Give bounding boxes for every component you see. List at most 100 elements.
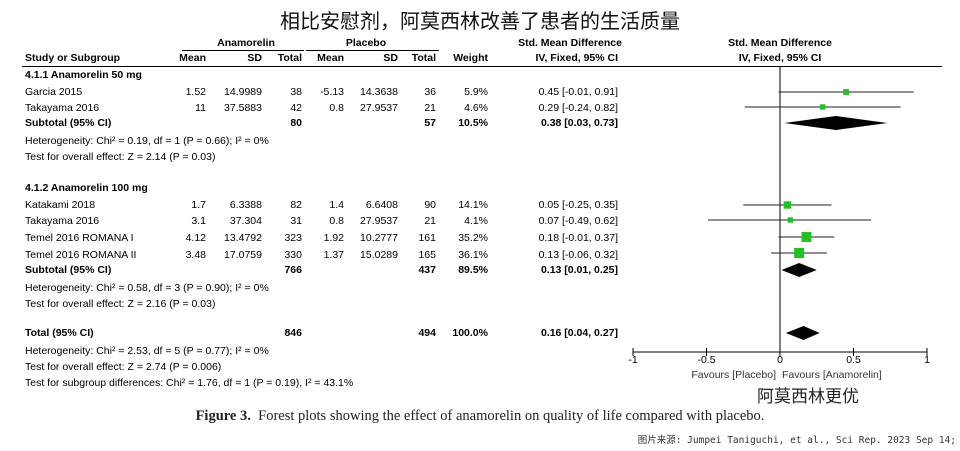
cell-p-total: 161 xyxy=(418,232,436,244)
cell-p-total: 494 xyxy=(418,327,436,339)
cell-p-total: 21 xyxy=(424,215,436,227)
study-marker xyxy=(787,217,793,223)
subtotal-diamond xyxy=(781,263,817,277)
header-bottom-rule xyxy=(22,66,942,67)
cell-weight: 35.2% xyxy=(458,232,488,244)
cell-a-sd: 17.0759 xyxy=(224,249,262,261)
subgroup-diff-text: Test for subgroup differences: Chi² = 1.… xyxy=(25,377,354,389)
cell-a-sd: 13.4792 xyxy=(224,232,262,244)
cell-p-mean: 1.4 xyxy=(329,199,344,211)
cell-a-total: 38 xyxy=(290,86,302,98)
cell-p-total: 36 xyxy=(424,86,436,98)
header-underline-anamorelin xyxy=(182,50,304,51)
header-method: IV, Fixed, 95% CI xyxy=(535,52,618,64)
cell-a-sd: 6.3388 xyxy=(229,199,262,211)
header-method-plot: IV, Fixed, 95% CI xyxy=(738,52,822,64)
cell-p-sd: 6.6408 xyxy=(365,199,398,211)
figure-caption: Figure 3. Forest plots showing the effec… xyxy=(0,408,960,425)
cell-a-mean: 3.48 xyxy=(185,249,206,261)
cell-a-mean: 4.12 xyxy=(185,232,206,244)
caption-label: Figure 3. xyxy=(195,408,251,424)
cell-a-total: 766 xyxy=(284,264,302,276)
header-anam-sd: SD xyxy=(247,52,262,64)
overall-effect-text: Test for overall effect: Z = 2.14 (P = 0… xyxy=(25,151,216,163)
cell-a-mean: 1.7 xyxy=(191,199,206,211)
cell-p-total: 21 xyxy=(424,102,436,114)
header-placebo: Placebo xyxy=(345,37,387,49)
cell-p-total: 57 xyxy=(424,117,436,129)
study-marker xyxy=(794,248,805,258)
cell-p-sd: 15.0289 xyxy=(360,249,398,261)
x-tick-label: 0 xyxy=(777,354,783,366)
cell-weight: 4.6% xyxy=(464,102,488,114)
chart-title-chinese: 相比安慰剂，阿莫西林改善了患者的生活质量 xyxy=(280,9,680,33)
cell-ci: 0.16 [0.04, 0.27] xyxy=(540,327,618,339)
cell-a-sd: 37.304 xyxy=(229,215,262,227)
cell-a-total: 330 xyxy=(284,249,302,261)
favours-left-label: Favours [Placebo] xyxy=(691,369,776,381)
cell-name: Takayama 2016 xyxy=(25,102,100,114)
subgroup-title: 4.1.1 Anamorelin 50 mg xyxy=(25,69,142,81)
cell-p-total: 437 xyxy=(418,264,436,276)
cell-a-sd: 37.5883 xyxy=(224,102,262,114)
x-tick-label: -1 xyxy=(628,354,637,366)
cell-a-total: 846 xyxy=(284,327,302,339)
cell-weight: 89.5% xyxy=(458,264,488,276)
cell-ci: 0.07 [-0.49, 0.62] xyxy=(538,215,618,227)
cell-ci: 0.45 [-0.01, 0.91] xyxy=(538,86,618,98)
cell-p-mean: 1.92 xyxy=(323,232,344,244)
cell-ci: 0.13 [-0.06, 0.32] xyxy=(538,249,618,261)
heterogeneity-text: Heterogeneity: Chi² = 0.58, df = 3 (P = … xyxy=(25,282,269,294)
cell-weight: 4.1% xyxy=(464,215,488,227)
x-tick-label: 1 xyxy=(924,354,930,366)
header-smd: Std. Mean Difference xyxy=(518,37,622,49)
study-marker xyxy=(783,201,792,209)
cell-a-total: 31 xyxy=(290,215,302,227)
cell-a-sd: 14.9989 xyxy=(224,86,262,98)
cell-p-total: 165 xyxy=(418,249,436,261)
cell-p-sd: 27.9537 xyxy=(360,102,398,114)
cell-name: Temel 2016 ROMANA I xyxy=(25,232,134,244)
study-marker xyxy=(819,104,826,110)
header-plac-mean: Mean xyxy=(317,52,344,64)
total-diamond xyxy=(785,326,820,340)
cell-weight: 36.1% xyxy=(458,249,488,261)
subtotal-diamond xyxy=(784,116,888,130)
cell-weight: 10.5% xyxy=(458,117,488,129)
cell-p-sd: 10.2777 xyxy=(360,232,398,244)
header-weight: Weight xyxy=(453,52,488,64)
cell-name: Subtotal (95% CI) xyxy=(25,117,112,129)
cell-a-mean: 1.52 xyxy=(185,86,206,98)
cell-p-mean: 1.37 xyxy=(323,249,344,261)
cell-weight: 100.0% xyxy=(452,327,488,339)
x-tick-label: -0.5 xyxy=(697,354,715,366)
header-anam-total: Total xyxy=(277,52,302,64)
cell-a-total: 42 xyxy=(290,102,302,114)
cell-p-mean: -5.13 xyxy=(320,86,344,98)
cell-p-mean: 0.8 xyxy=(329,102,344,114)
header-study: Study or Subgroup xyxy=(25,52,121,64)
cell-name: Total (95% CI) xyxy=(25,327,94,339)
cell-ci: 0.38 [0.03, 0.73] xyxy=(540,117,618,129)
cell-a-total: 323 xyxy=(284,232,302,244)
header-smd-plot: Std. Mean Difference xyxy=(728,37,832,49)
cell-p-sd: 27.9537 xyxy=(360,215,398,227)
annotation-anamorelin-better: 阿莫西林更优 xyxy=(757,387,859,407)
heterogeneity-text: Heterogeneity: Chi² = 0.19, df = 1 (P = … xyxy=(25,135,269,147)
cell-name: Temel 2016 ROMANA II xyxy=(25,249,137,261)
heterogeneity-text: Heterogeneity: Chi² = 2.53, df = 5 (P = … xyxy=(25,345,269,357)
x-tick-label: 0.5 xyxy=(846,354,861,366)
header-underline-placebo xyxy=(306,50,439,51)
cell-weight: 5.9% xyxy=(464,86,488,98)
cell-ci: 0.05 [-0.25, 0.35] xyxy=(538,199,618,211)
cell-ci: 0.13 [0.01, 0.25] xyxy=(540,264,618,276)
cell-name: Takayama 2016 xyxy=(25,215,100,227)
cell-weight: 14.1% xyxy=(458,199,488,211)
cell-name: Katakami 2018 xyxy=(25,199,96,211)
cell-p-total: 90 xyxy=(424,199,436,211)
cell-ci: 0.18 [-0.01, 0.37] xyxy=(538,232,618,244)
cell-name: Garcia 2015 xyxy=(25,86,83,98)
overall-effect-text: Test for overall effect: Z = 2.16 (P = 0… xyxy=(25,298,216,310)
header-anamorelin: Anamorelin xyxy=(217,37,275,49)
